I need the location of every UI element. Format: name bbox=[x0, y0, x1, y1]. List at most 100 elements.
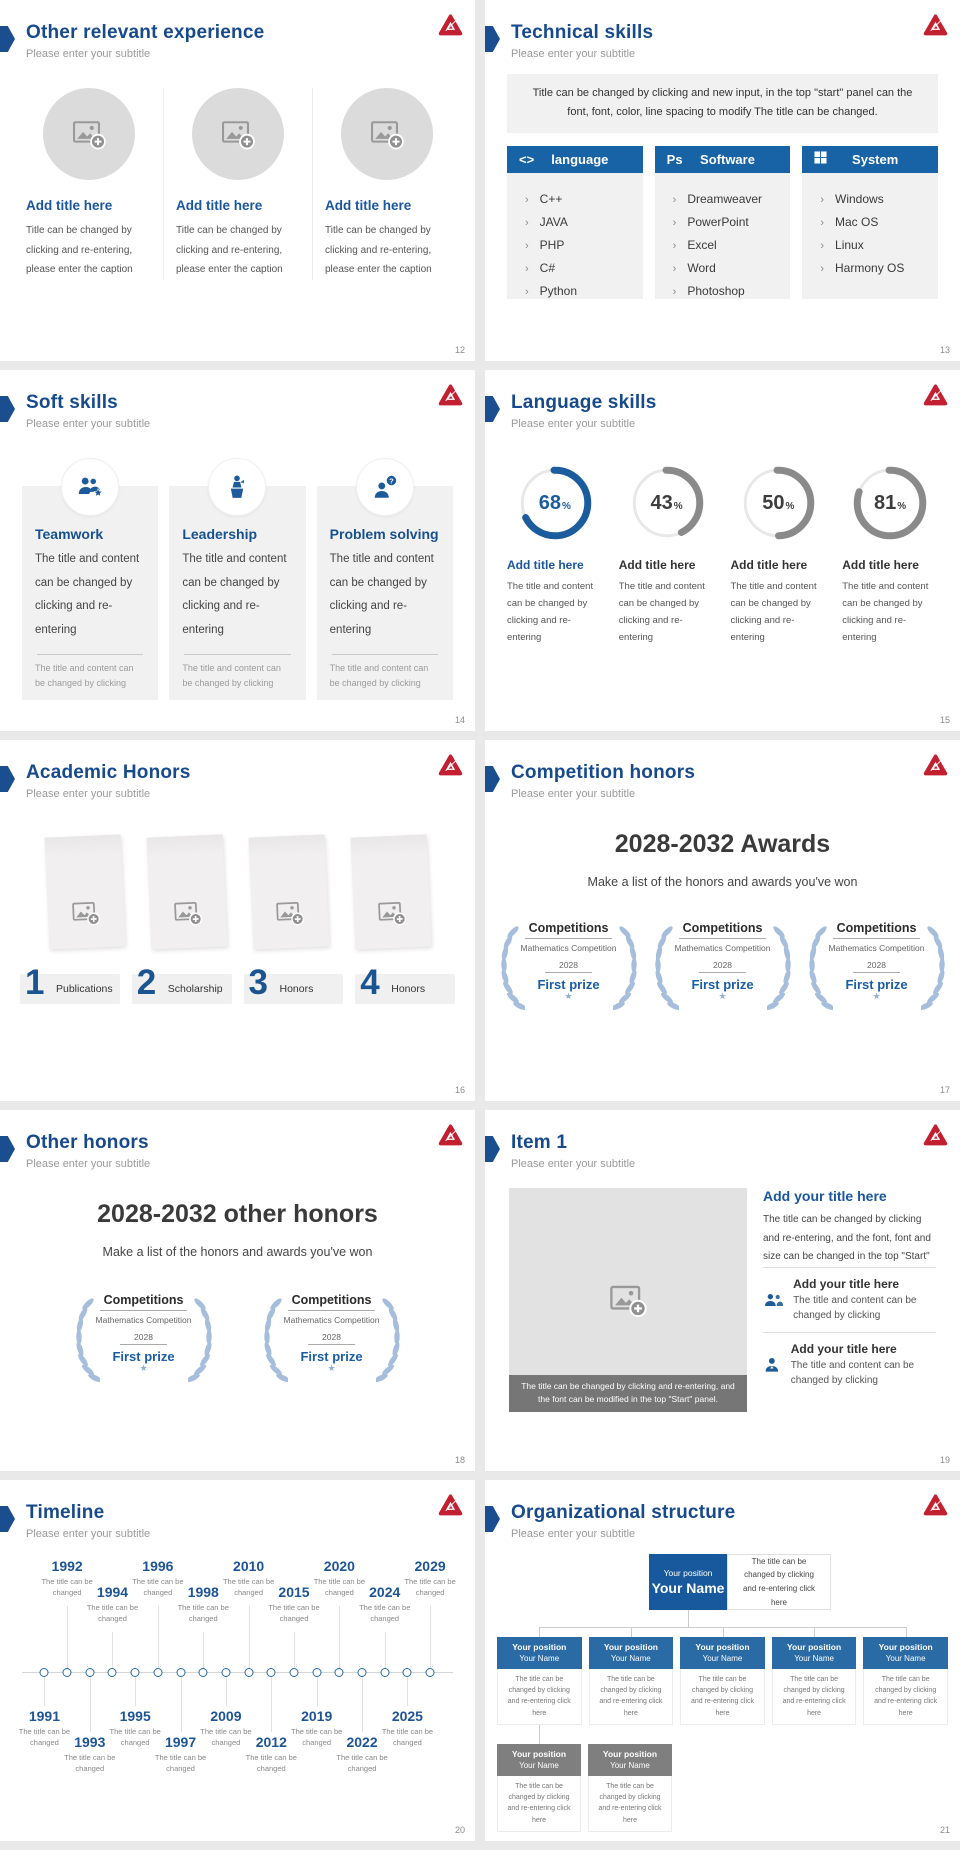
award-year: 2028 bbox=[120, 1332, 167, 1345]
item-title: Add title here bbox=[325, 198, 412, 213]
timeline-dot bbox=[402, 1668, 412, 1677]
award-name: Competitions bbox=[832, 921, 921, 939]
slide-subtitle: Please enter your subtitle bbox=[511, 788, 636, 800]
add-image-icon bbox=[172, 898, 203, 927]
slide-title: Academic Honors bbox=[26, 762, 191, 783]
name-label: Your Name bbox=[702, 1654, 743, 1663]
slide-academic-honors[interactable]: Academic Honors Please enter your subtit… bbox=[0, 740, 475, 1101]
position-label: Your position bbox=[511, 1749, 567, 1759]
slide-technical-skills[interactable]: Technical skills Please enter your subti… bbox=[485, 0, 960, 361]
org-node-box: Your position Your Name bbox=[680, 1637, 765, 1669]
timeline-event: 2020 The title can be changed bbox=[310, 1544, 368, 1812]
org-node: Your position Your Name The title can be… bbox=[863, 1637, 948, 1725]
award-name: Competitions bbox=[678, 921, 767, 939]
timeline-year: 2025 bbox=[391, 1708, 423, 1724]
image-placeholder-circle[interactable] bbox=[341, 88, 433, 180]
gauge-number: 50 bbox=[762, 491, 785, 514]
timeline-event: 1998 The title can be changed bbox=[174, 1544, 232, 1812]
slide-competition-honors[interactable]: Competition honors Please enter your sub… bbox=[485, 740, 960, 1101]
awards-heading: 2028-2032 other honors bbox=[97, 1200, 378, 1228]
timeline-caption: The title can be changed bbox=[18, 1727, 71, 1748]
add-image-icon bbox=[376, 898, 407, 927]
slide-other-relevant-experience[interactable]: Other relevant experience Please enter y… bbox=[0, 0, 475, 361]
title-arrow-marker bbox=[0, 396, 15, 422]
timeline-caption: The title can be changed bbox=[222, 1577, 275, 1598]
gauge-value: 68 % bbox=[512, 460, 598, 546]
item-caption: Title can be changed by clicking and re-… bbox=[26, 225, 133, 275]
connector-line bbox=[688, 1610, 689, 1627]
sub-item-title: Add your title here bbox=[790, 1341, 897, 1356]
org-children-row: Your position Your Name The title can be… bbox=[497, 1637, 948, 1725]
star-icon: ★ bbox=[564, 990, 573, 1001]
connector-line bbox=[539, 1708, 541, 1744]
image-placeholder[interactable]: The title can be changed by clicking and… bbox=[509, 1188, 747, 1412]
award-wreath: Competitions Mathematics Competition 202… bbox=[652, 913, 794, 1019]
award-wreath: Competitions Mathematics Competition 202… bbox=[261, 1285, 403, 1391]
timeline-year: 1998 bbox=[187, 1584, 219, 1600]
page-number: 20 bbox=[454, 1825, 465, 1835]
company-logo-icon bbox=[923, 384, 948, 407]
company-logo-icon bbox=[438, 14, 463, 37]
laurel-branch-right-icon bbox=[767, 918, 793, 1013]
slide-other-honors[interactable]: Other honors Please enter your subtitle … bbox=[0, 1110, 475, 1471]
title-arrow-marker bbox=[485, 396, 500, 422]
org-node-description: The title can be changed by clicking and… bbox=[863, 1669, 948, 1725]
name-label: Your Name bbox=[519, 1654, 560, 1663]
timeline-dot bbox=[62, 1668, 72, 1677]
slide-header: Item 1 Please enter your subtitle bbox=[485, 1110, 960, 1170]
laurel-branch-left-icon bbox=[653, 918, 679, 1013]
slide-language-skills[interactable]: Language skills Please enter your subtit… bbox=[485, 370, 960, 731]
award-prize: First prize bbox=[691, 976, 754, 992]
skill-item: Excel bbox=[673, 238, 785, 252]
timeline-caption: The title can be changed bbox=[359, 1603, 411, 1624]
gauge-value: 43 % bbox=[624, 460, 710, 546]
page-number: 12 bbox=[454, 345, 465, 355]
timeline-event: 1996 The title can be changed bbox=[129, 1544, 187, 1812]
timeline-year: 2022 bbox=[346, 1734, 378, 1750]
title-arrow-marker bbox=[0, 766, 15, 792]
image-placeholder-circle[interactable] bbox=[42, 88, 135, 180]
award-competition: Mathematics Competition bbox=[95, 1315, 192, 1325]
position-label: Your position bbox=[512, 1642, 567, 1652]
skill-column-system: System Windows Mac OS Linux Harmony OS bbox=[802, 145, 939, 299]
photo-placeholder-row bbox=[0, 834, 475, 950]
timeline-year: 2009 bbox=[210, 1708, 242, 1724]
position-label: Your position bbox=[695, 1642, 750, 1652]
numbered-label: 4 Honors bbox=[355, 965, 455, 1004]
timeline-caption: The title can be changed bbox=[109, 1727, 161, 1748]
slide-organizational-structure[interactable]: Organizational structure Please enter yo… bbox=[485, 1480, 960, 1841]
slide-subtitle: Please enter your subtitle bbox=[511, 1528, 636, 1540]
timeline-caption: The title can be changed bbox=[404, 1577, 456, 1598]
slide-soft-skills[interactable]: Soft skills Please enter your subtitle T… bbox=[0, 370, 475, 731]
timeline-dot bbox=[153, 1668, 163, 1677]
photo-placeholder[interactable] bbox=[248, 834, 329, 950]
photo-placeholder[interactable] bbox=[146, 834, 227, 950]
timeline-year: 1993 bbox=[74, 1734, 106, 1750]
slide-title: Other honors bbox=[26, 1132, 149, 1153]
gauge-number: 81 bbox=[874, 491, 897, 514]
content-split: The title can be changed by clicking and… bbox=[509, 1188, 936, 1412]
timeline-caption: The title can be changed bbox=[154, 1753, 207, 1774]
photo-placeholder[interactable] bbox=[350, 834, 431, 950]
photo-placeholder[interactable] bbox=[44, 834, 125, 950]
award-competition: Mathematics Competition bbox=[828, 943, 925, 953]
slide-title: Other relevant experience bbox=[26, 22, 265, 43]
card-title: Problem solving bbox=[329, 526, 439, 542]
item-number: 3 bbox=[248, 963, 268, 1002]
soft-skill-card-teamwork: Teamwork The title and content can be ch… bbox=[22, 458, 159, 700]
card-footnote: The title and content can be changed by … bbox=[329, 663, 429, 688]
slide-title: Language skills bbox=[511, 392, 657, 413]
timeline-year: 1995 bbox=[119, 1708, 151, 1724]
slide-item-1[interactable]: Item 1 Please enter your subtitle The ti… bbox=[485, 1110, 960, 1471]
award-prize: First prize bbox=[300, 1348, 363, 1364]
image-item-row: Add title here Title can be changed by c… bbox=[14, 88, 461, 280]
slide-header: Language skills Please enter your subtit… bbox=[485, 370, 960, 430]
gauge-unit: % bbox=[562, 501, 571, 512]
image-placeholder-circle[interactable] bbox=[192, 88, 284, 180]
item-label: Honors bbox=[391, 983, 426, 995]
donut-chart bbox=[742, 466, 815, 540]
org-node-description: The title can be changed by clicking and… bbox=[771, 1669, 857, 1725]
divider bbox=[331, 654, 438, 656]
sub-item-body: The title and content can be changed by … bbox=[790, 1359, 915, 1386]
slide-timeline[interactable]: Timeline Please enter your subtitle 1991… bbox=[0, 1480, 475, 1841]
